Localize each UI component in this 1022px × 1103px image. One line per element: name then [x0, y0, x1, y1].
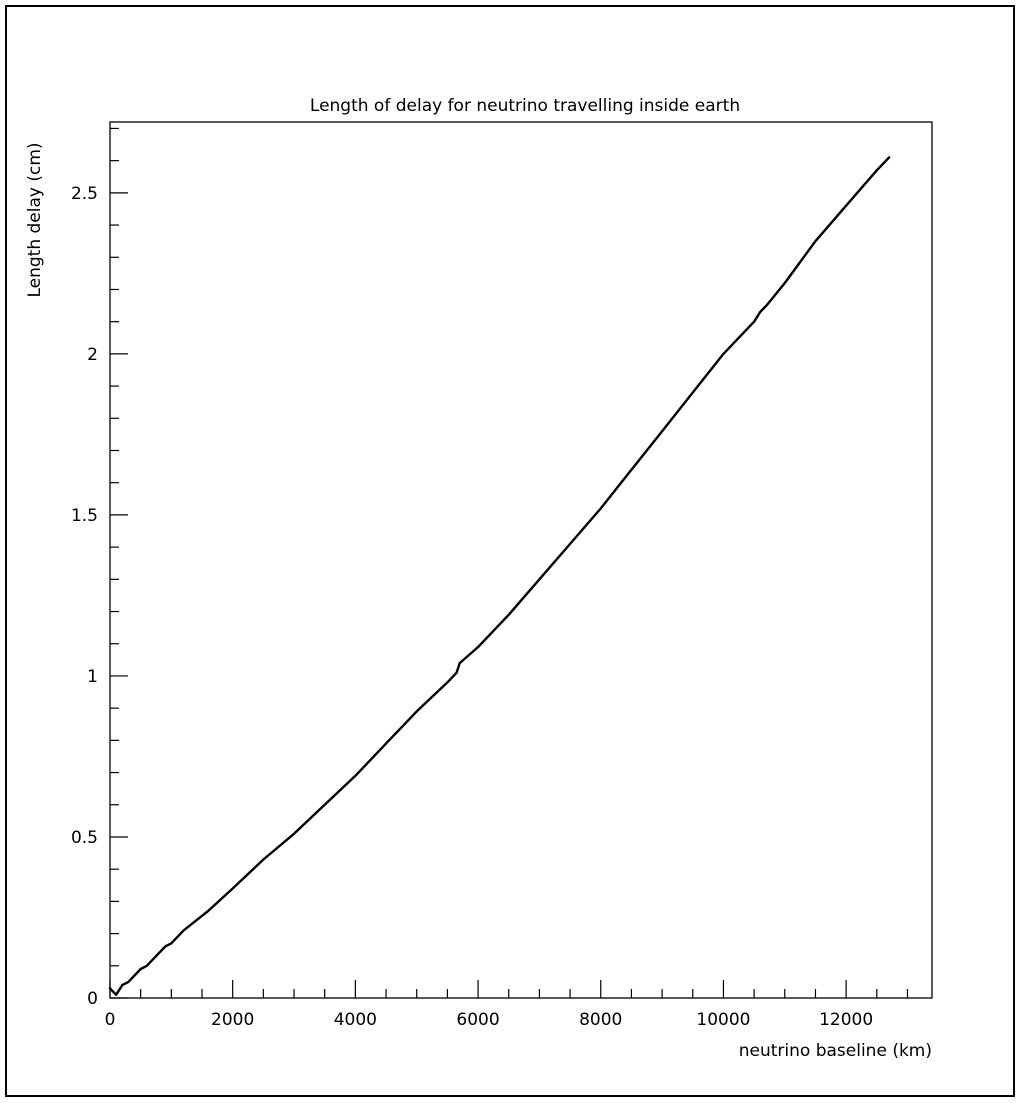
x-tick-label: 4000 — [334, 1010, 377, 1030]
y-axis-label: Length delay (cm) — [25, 142, 45, 297]
y-tick-label: 2 — [87, 345, 98, 365]
x-tick-label: 2000 — [211, 1010, 254, 1030]
series-layer — [110, 157, 889, 994]
y-tick-label: 0 — [87, 989, 98, 1009]
x-tick-label: 10000 — [696, 1010, 750, 1030]
x-tick-label: 6000 — [456, 1010, 499, 1030]
y-tick-label: 2.5 — [71, 184, 98, 204]
plot-area-border — [110, 122, 932, 998]
delay-curve — [110, 157, 889, 994]
x-tick-label: 8000 — [579, 1010, 622, 1030]
y-tick-label: 0.5 — [71, 828, 98, 848]
y-tick-label: 1.5 — [71, 506, 98, 526]
x-tick-label: 0 — [105, 1010, 116, 1030]
y-tick-label: 1 — [87, 667, 98, 687]
chart-title: Length of delay for neutrino travelling … — [310, 96, 740, 116]
x-axis-label: neutrino baseline (km) — [739, 1041, 932, 1061]
x-tick-label: 12000 — [819, 1010, 873, 1030]
